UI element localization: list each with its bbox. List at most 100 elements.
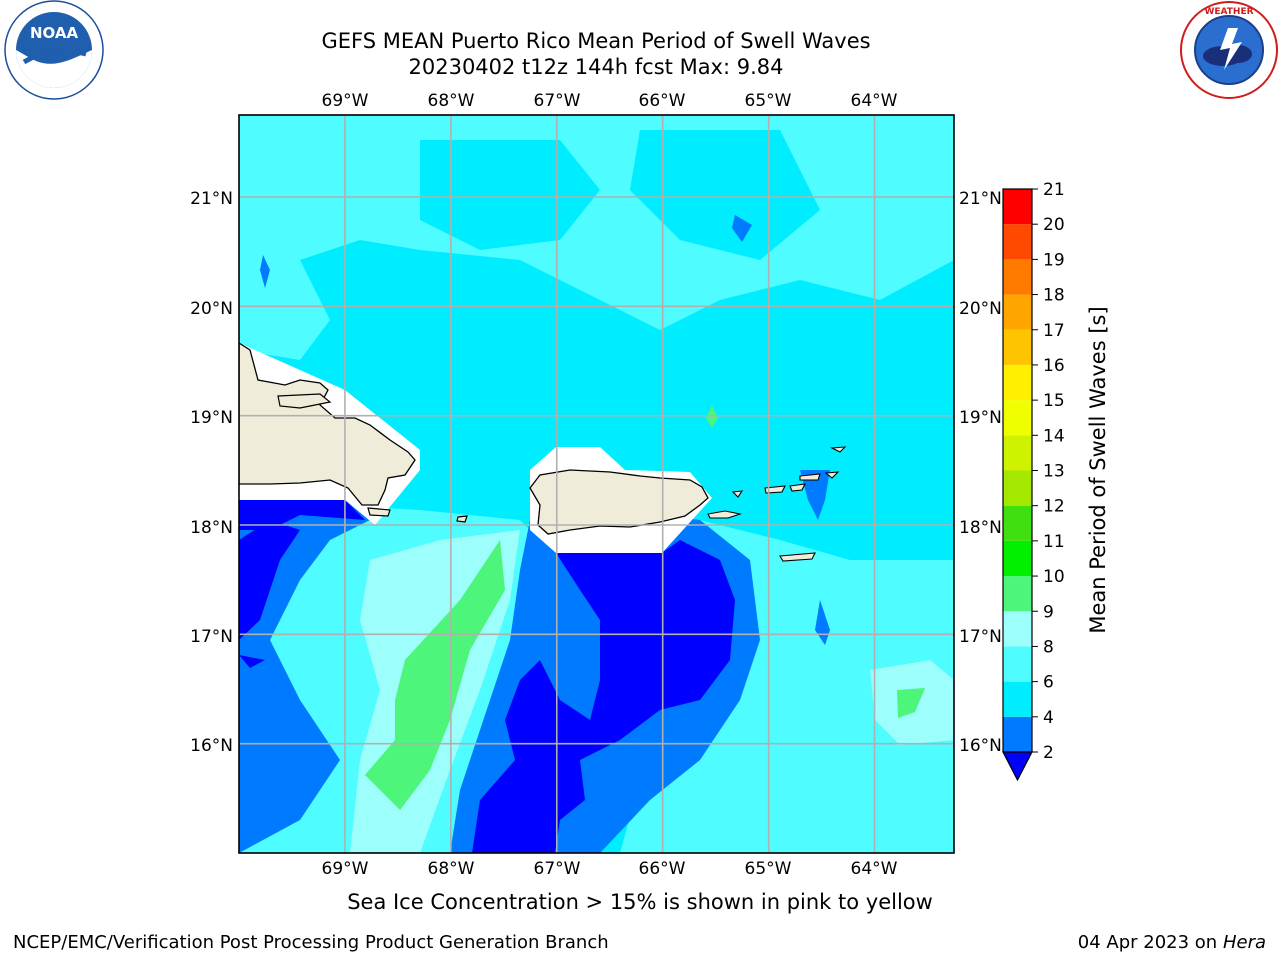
colorbar-segment [1003,189,1032,225]
colorbar: 2 4 6 8 9 10 11 12 13 14 15 16 17 18 19 20 21 [1002,180,1065,782]
colorbar-tick-label: 10 [1043,567,1065,587]
nws-logo: WEATHER [1180,1,1278,99]
tortola-island [799,473,821,481]
st-croix-island [779,552,816,562]
colorbar-tick-label: 17 [1043,321,1065,341]
colorbar-tick-label: 14 [1043,426,1065,446]
colorbar-segment [1003,400,1032,436]
gonave-land [277,393,332,409]
lat-ticks-left: 21°N 20°N 19°N 18°N 17°N 16°N [190,189,233,756]
st-thomas-island [764,485,786,494]
sea-ice-note: Sea Ice Concentration > 15% is shown in … [347,890,933,914]
lat-tick: 20°N [190,299,233,319]
colorbar-segment [1003,470,1032,506]
lat-tick: 19°N [959,408,1002,428]
lon-tick: 66°W [639,859,686,879]
lon-tick: 69°W [322,859,369,879]
colorbar-tick-label: 20 [1043,215,1065,235]
colorbar-segment [1003,329,1032,365]
virgin-gorda-island [824,471,840,479]
colorbar-segment [1003,646,1032,682]
colorbar-tick-label: 9 [1043,602,1054,622]
lon-tick: 67°W [534,91,581,111]
lat-tick: 18°N [959,518,1002,538]
chart-subtitle: 20230402 t12z 144h fcst Max: 9.84 [408,55,784,79]
colorbar-segment [1003,716,1032,752]
lon-tick: 65°W [745,859,792,879]
colorbar-tick-label: 19 [1043,250,1065,270]
colorbar-tick-label: 16 [1043,356,1065,376]
colorbar-tick-label: 12 [1043,497,1065,517]
swell-field-2s-core [472,540,735,853]
colorbar-tick-label: 2 [1043,743,1054,763]
mona-island [456,515,468,523]
colorbar-segment [1003,611,1032,647]
swell-field-6s-north-patch [420,140,600,250]
swell-field-4s-spot-north [732,215,752,242]
footer-system: Hera [1222,932,1266,953]
lon-ticks-bottom: 69°W 68°W 67°W 66°W 65°W 64°W [322,859,898,879]
colorbar-tick-label: 6 [1043,673,1054,693]
swell-field-2s-west-strip [239,500,365,530]
footer-credit: NCEP/EMC/Verification Post Processing Pr… [13,932,609,953]
lon-tick: 68°W [428,91,475,111]
swell-field-2s-west [239,520,300,640]
colorbar-segment [1003,294,1032,330]
colorbar-tick-label: 18 [1043,286,1065,306]
swell-field-4s-virgin-islands [800,470,830,520]
colorbar-segment [1003,505,1032,541]
svg-text:WEATHER: WEATHER [1204,7,1253,17]
lat-tick: 20°N [959,299,1002,319]
lon-tick: 66°W [639,91,686,111]
lon-tick: 65°W [745,91,792,111]
lat-tick: 18°N [190,518,233,538]
colorbar-segment [1003,224,1032,260]
footer-date-text: 04 Apr 2023 on [1077,932,1223,953]
lon-tick: 68°W [428,859,475,879]
footer-date: 04 Apr 2023 on Hera [1078,932,1266,953]
colorbar-segment [1003,259,1032,295]
colorbar-segment [1003,435,1032,471]
colorbar-extend-min [1002,751,1033,782]
chart-title: GEFS MEAN Puerto Rico Mean Period of Swe… [321,29,871,53]
colorbar-segment [1003,540,1032,577]
lon-tick: 64°W [851,91,898,111]
colorbar-tick-label: 21 [1043,180,1065,200]
lon-tick: 69°W [322,91,369,111]
swell-field-6s-north-patch-2 [630,130,820,260]
hispaniola-land [239,342,416,506]
colorbar-tick-label: 13 [1043,462,1065,482]
lat-tick: 19°N [190,408,233,428]
colorbar-tick-label: 15 [1043,391,1065,411]
map-frame [238,114,955,854]
map-area [239,115,954,853]
swell-field-4s-spot-west [260,255,270,288]
colorbar-segment [1003,364,1032,401]
lat-tick: 21°N [959,189,1002,209]
colorbar-tick-label: 4 [1043,708,1054,728]
lon-ticks-top: 69°W 68°W 67°W 66°W 65°W 64°W [322,91,898,111]
culebra-island [731,490,744,498]
lon-tick: 64°W [851,859,898,879]
swell-field-10s-band [365,540,505,810]
svg-text:NOAA: NOAA [30,24,79,42]
lat-tick: 16°N [190,736,233,756]
colorbar-tick-label: 8 [1043,637,1054,657]
noaa-logo: NOAA [4,0,104,100]
saona-island [367,507,391,517]
gridlines [239,115,954,853]
swell-field-10s-patch [897,688,925,718]
lat-tick: 16°N [959,736,1002,756]
st-john-island [789,483,806,492]
swell-field-10s-spot [706,405,718,428]
lon-tick: 67°W [534,859,581,879]
swell-field-4s-west [239,500,380,853]
colorbar-label: Mean Period of Swell Waves [s] [1086,306,1110,634]
swell-field-2s-spot [239,655,265,668]
colorbar-tick-label: 11 [1043,532,1065,552]
colorbar-segment [1003,681,1032,717]
lat-ticks-right: 21°N 20°N 19°N 18°N 17°N 16°N [959,189,1002,756]
anegada-island [829,446,847,453]
colorbar-segment [1003,576,1032,612]
